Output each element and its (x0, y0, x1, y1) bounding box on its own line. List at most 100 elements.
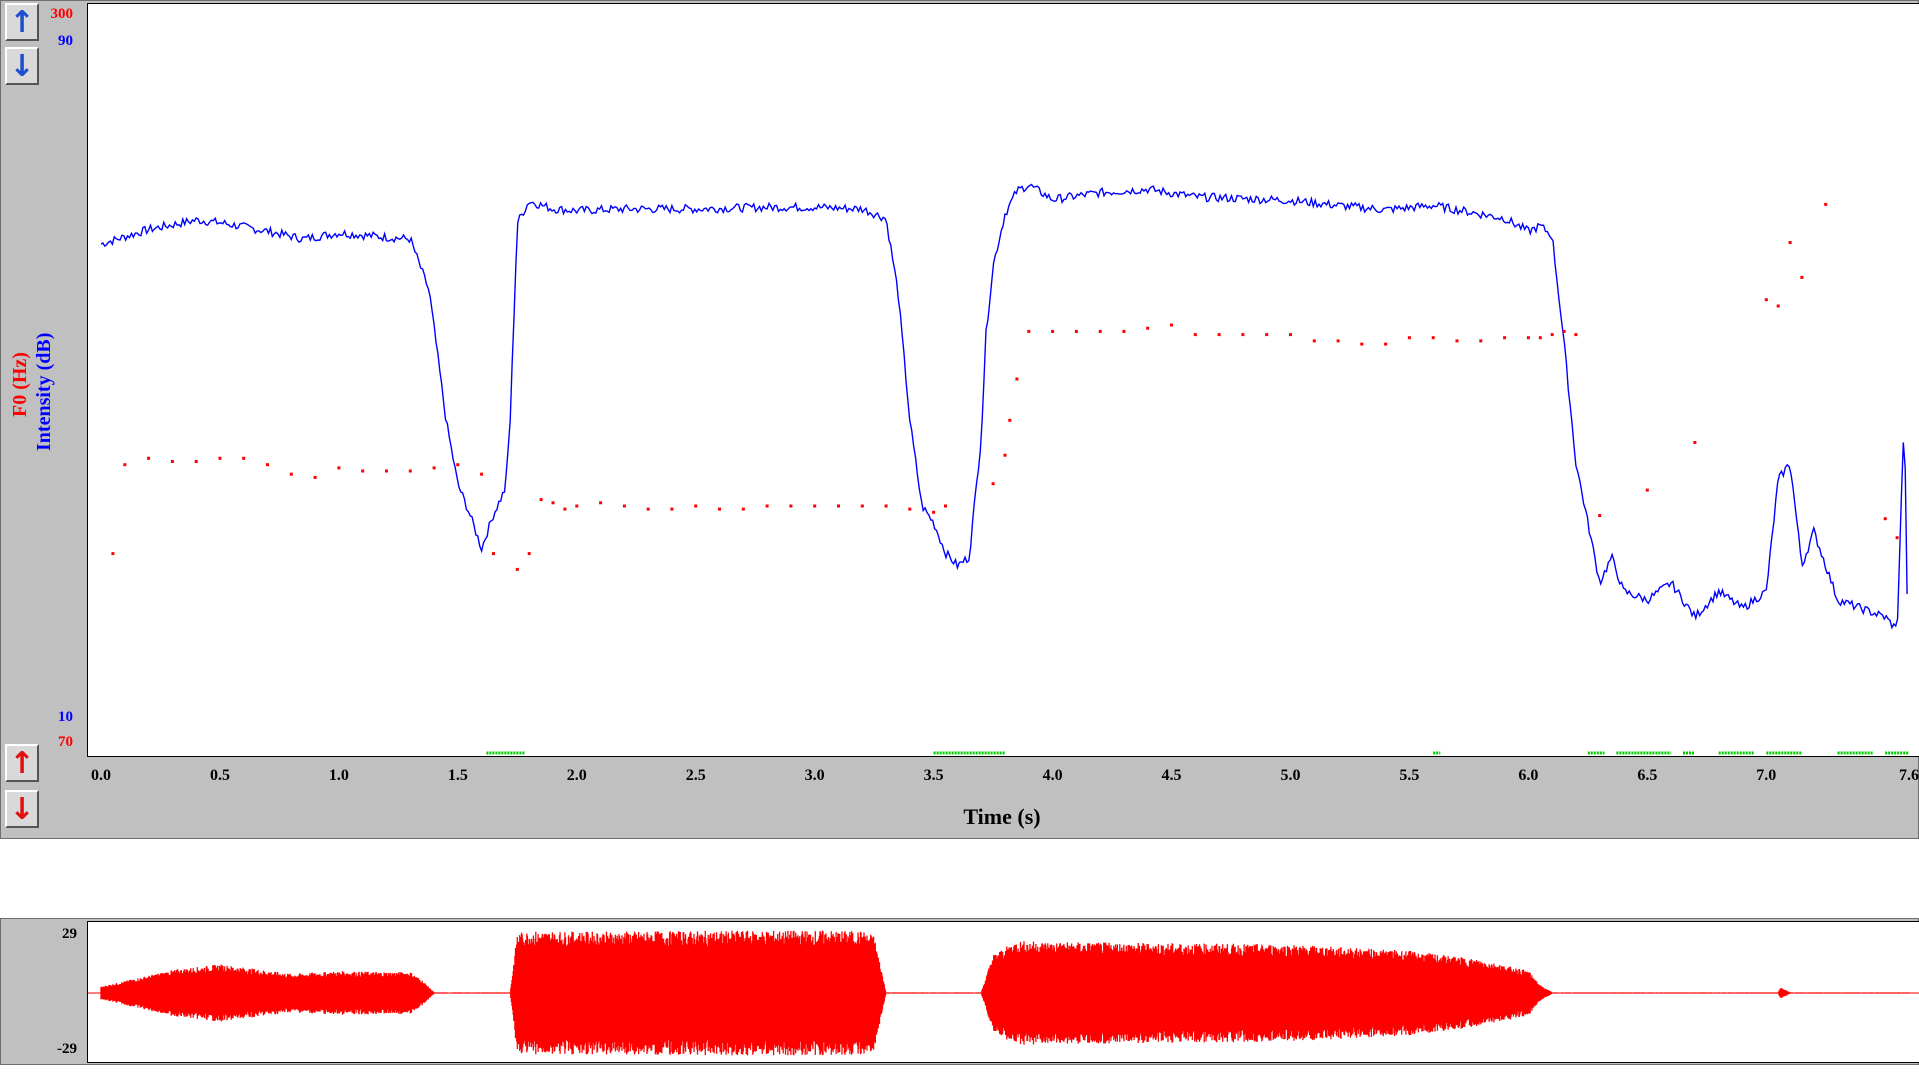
f0-point (1776, 304, 1780, 308)
f0-point (1550, 333, 1554, 337)
intensity-scale-down-button[interactable]: ↓ (5, 47, 39, 85)
f0-point (1217, 333, 1221, 337)
f0-point (432, 466, 436, 470)
f0-point (480, 472, 484, 476)
f0-point (1312, 339, 1316, 343)
f0-point (1336, 339, 1340, 343)
intensity-scale-up-button[interactable]: ↑ (5, 3, 39, 41)
f0-point (575, 504, 579, 508)
x-tick-label: 2.0 (566, 767, 587, 784)
f0-point (1051, 329, 1055, 333)
f0-point (884, 504, 888, 508)
x-tick-label: 6.0 (1518, 767, 1539, 784)
f0-point (944, 504, 947, 508)
f0-point (694, 504, 698, 508)
x-tick-label: 5.0 (1280, 767, 1301, 784)
f0-point (515, 567, 519, 571)
f0-point (123, 463, 127, 467)
f0-point (1003, 453, 1007, 457)
f0-point (1479, 339, 1483, 343)
x-tick-label: 7.6 (1899, 767, 1919, 784)
f0-point (813, 504, 817, 508)
f0-point (837, 504, 840, 508)
f0-point (1455, 339, 1459, 343)
f0-point (1895, 536, 1899, 540)
f0-point (718, 507, 721, 511)
f0-point (1008, 418, 1012, 422)
f0-point (765, 504, 769, 508)
f0-point (147, 456, 151, 460)
f0-point (385, 469, 388, 473)
f0-point (1538, 336, 1542, 340)
f0-point (361, 469, 365, 473)
f0-point (218, 456, 222, 460)
f0-point (1503, 336, 1507, 340)
f0-point (599, 501, 603, 505)
x-tick-label: 3.0 (804, 767, 825, 784)
f0-point (932, 510, 936, 514)
f0-point (1562, 329, 1566, 333)
f0-max-tick: 300 (50, 6, 74, 22)
f0-point (1764, 298, 1768, 302)
waveform-chart (88, 930, 1919, 1056)
f0-point (622, 504, 626, 508)
f0-point (1883, 517, 1887, 521)
waveform-area[interactable] (87, 921, 1919, 1063)
f0-point (789, 504, 793, 508)
f0-point (242, 456, 246, 460)
f0-point (1193, 333, 1197, 337)
f0-min-tick: 70 (58, 734, 73, 750)
f0-point (408, 469, 412, 473)
arrow-down-icon: ↓ (9, 791, 35, 827)
f0-point (1407, 336, 1411, 340)
f0-point (741, 507, 745, 511)
x-tick-label: 2.5 (685, 767, 706, 784)
x-tick-label: 3.5 (923, 767, 944, 784)
f0-point (1015, 377, 1019, 381)
waveform-max-tick: 29 (62, 926, 77, 942)
f0-point (563, 507, 567, 511)
pitch-intensity-chart (100, 183, 1909, 755)
f0-point (1800, 275, 1804, 279)
arrow-up-icon: ↑ (9, 745, 35, 781)
intensity-line (100, 183, 1908, 630)
f0-point (1146, 326, 1150, 330)
f0-point (1598, 514, 1602, 517)
plot-area[interactable] (87, 3, 1919, 757)
f0-point (194, 460, 198, 463)
waveform-min-tick: -29 (57, 1041, 77, 1057)
f0-point (1788, 241, 1792, 244)
f0-point (670, 507, 674, 511)
f0-point (289, 472, 293, 476)
f0-point (492, 552, 495, 556)
f0-scale-up-button[interactable]: ↑ (5, 744, 39, 782)
f0-point (1170, 323, 1173, 327)
y-axis-labels: F0 (Hz) Intensity (dB) (0, 287, 59, 507)
f0-series (111, 202, 1899, 571)
f0-point (1431, 336, 1435, 340)
f0-point (908, 507, 912, 511)
x-tick-label: 4.5 (1161, 767, 1182, 784)
f0-point (1824, 202, 1828, 206)
f0-point (313, 475, 317, 479)
f0-point (1027, 329, 1031, 333)
f0-point (1074, 329, 1078, 333)
f0-point (551, 501, 555, 505)
f0-point (337, 466, 341, 470)
x-tick-label: 1.0 (328, 767, 349, 784)
intensity-max-tick: 90 (58, 33, 73, 49)
f0-point (646, 507, 650, 511)
f0-point (1574, 333, 1578, 337)
f0-scale-down-button[interactable]: ↓ (5, 790, 39, 828)
x-tick-label: 0.5 (209, 767, 230, 784)
f0-point (456, 463, 460, 467)
f0-point (1122, 329, 1126, 333)
f0-point (266, 463, 269, 467)
f0-point (991, 482, 995, 486)
f0-point (1645, 488, 1649, 492)
arrow-up-icon: ↑ (9, 4, 35, 40)
x-tick-label: 0.0 (91, 767, 111, 784)
f0-point (539, 498, 543, 502)
f0-point (170, 460, 174, 463)
x-tick-label: 6.5 (1637, 767, 1658, 784)
